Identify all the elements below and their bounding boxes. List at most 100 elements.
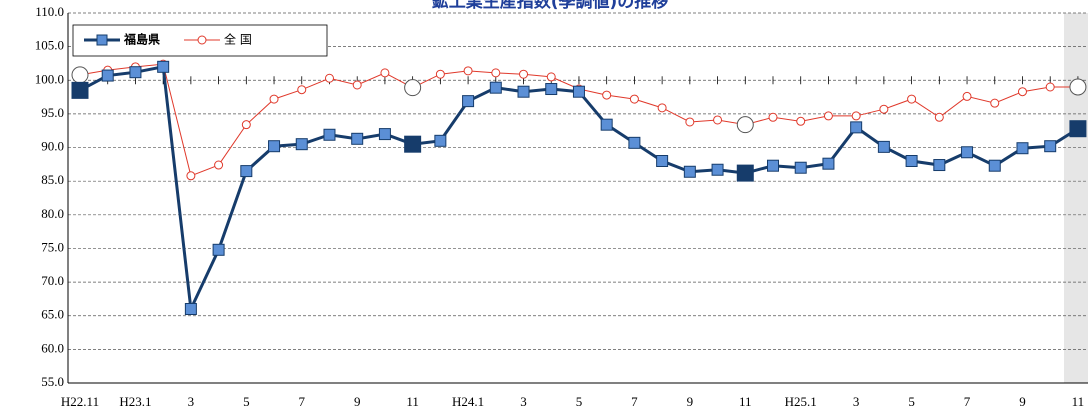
marker (961, 146, 974, 159)
y-tick-label: 80.0 (41, 206, 64, 221)
x-tick-label: 7 (299, 394, 306, 409)
marker (71, 66, 89, 84)
marker (71, 81, 89, 99)
chart-title: 鉱工業生産指数(季調値)の推移 (432, 0, 669, 12)
x-tick-label: 3 (853, 394, 860, 409)
y-tick-label: 60.0 (41, 340, 64, 355)
marker (184, 303, 197, 315)
marker (214, 160, 224, 170)
marker (685, 117, 695, 127)
marker (628, 136, 641, 149)
marker (212, 243, 225, 256)
marker (240, 165, 253, 178)
y-tick-label: 85.0 (41, 172, 64, 187)
marker (517, 85, 530, 98)
marker (157, 60, 170, 73)
marker (323, 128, 336, 141)
marker (736, 164, 754, 182)
marker (545, 83, 558, 96)
y-tick-label: 65.0 (41, 307, 64, 322)
marker (378, 128, 391, 141)
marker (241, 120, 251, 130)
marker (572, 85, 585, 98)
y-tick-label: 55.0 (41, 374, 64, 389)
marker (1017, 87, 1027, 97)
x-tick-label: 9 (1019, 394, 1026, 409)
x-tick-label: H23.1 (119, 394, 151, 409)
x-tick-label: 5 (576, 394, 583, 409)
marker (1016, 142, 1029, 155)
y-tick-label: 100.0 (35, 71, 64, 86)
marker (186, 171, 196, 181)
x-tick-label: 7 (964, 394, 971, 409)
marker (988, 159, 1001, 172)
x-tick-label: 3 (188, 394, 195, 409)
marker (324, 73, 334, 83)
marker (768, 112, 778, 122)
marker (519, 69, 529, 79)
marker (962, 91, 972, 101)
legend-marker (197, 35, 207, 45)
marker (434, 134, 447, 147)
marker (546, 72, 556, 82)
legend-label: 全 国 (224, 32, 252, 47)
marker (462, 95, 475, 108)
x-tick-label: H22.11 (61, 394, 99, 409)
y-tick-label: 105.0 (35, 38, 64, 53)
x-tick-label: 11 (1072, 394, 1085, 409)
marker (934, 112, 944, 122)
marker (297, 85, 307, 95)
marker (1069, 78, 1087, 96)
highlight-band (1064, 13, 1088, 383)
x-tick-label: 9 (687, 394, 694, 409)
marker (269, 94, 279, 104)
marker (463, 66, 473, 76)
marker (629, 94, 639, 104)
x-tick-label: 9 (354, 394, 361, 409)
marker (657, 103, 667, 113)
x-tick-label: 11 (406, 394, 419, 409)
y-tick-label: 95.0 (41, 105, 64, 120)
marker (129, 66, 142, 79)
marker (850, 121, 863, 134)
marker (907, 94, 917, 104)
marker (656, 155, 669, 167)
marker (767, 159, 779, 172)
marker (990, 98, 1000, 108)
x-tick-label: 11 (739, 394, 752, 409)
marker (268, 140, 281, 153)
marker (794, 161, 807, 174)
marker (877, 140, 890, 153)
marker (683, 165, 696, 178)
legend-marker (96, 34, 108, 46)
marker (879, 104, 889, 114)
series-line (79, 65, 1079, 315)
marker (1069, 120, 1087, 138)
x-tick-label: 5 (908, 394, 915, 409)
marker (602, 90, 612, 100)
marker (380, 68, 390, 78)
marker (736, 116, 754, 134)
marker (489, 81, 502, 94)
x-tick-label: 3 (520, 394, 527, 409)
x-tick-label: H24.1 (452, 394, 484, 409)
legend-label: 福島県 (123, 32, 160, 47)
marker (822, 157, 835, 170)
y-tick-label: 110.0 (35, 4, 64, 19)
marker (1045, 82, 1055, 92)
marker (404, 135, 422, 153)
x-tick-label: 5 (243, 394, 250, 409)
marker (491, 68, 501, 78)
y-tick-label: 90.0 (41, 139, 64, 154)
marker (711, 163, 724, 176)
marker (796, 116, 806, 126)
y-tick-label: 70.0 (41, 273, 64, 288)
marker (823, 111, 833, 121)
marker (404, 79, 422, 97)
marker (933, 159, 946, 172)
marker (295, 138, 308, 151)
marker (851, 111, 861, 121)
marker (600, 118, 613, 131)
marker (1044, 140, 1057, 153)
